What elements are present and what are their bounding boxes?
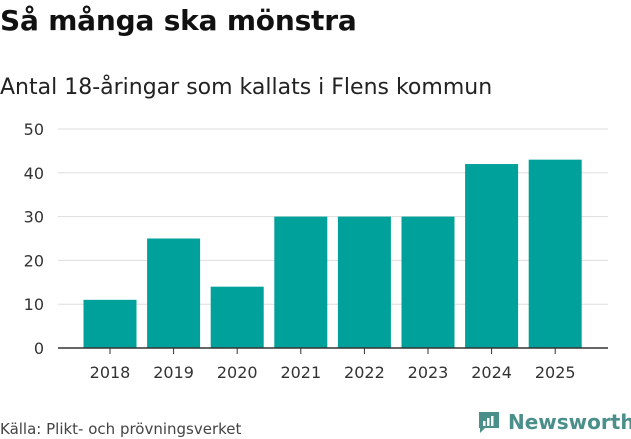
y-tick-label-50: 50 xyxy=(24,120,44,139)
newsworthy-logo: Newsworthy xyxy=(476,409,631,435)
bar-2021 xyxy=(274,216,328,348)
bar-2023 xyxy=(401,216,455,348)
bar-2018 xyxy=(83,299,137,348)
x-tick-label-2023: 2023 xyxy=(408,363,449,382)
newsworthy-chart-icon xyxy=(479,412,499,433)
bar-2020 xyxy=(210,286,264,348)
x-tick-label-2021: 2021 xyxy=(280,363,321,382)
x-tick-label-2022: 2022 xyxy=(344,363,385,382)
x-tick-label-2025: 2025 xyxy=(535,363,576,382)
x-tick-label-2020: 2020 xyxy=(217,363,258,382)
bar-2022 xyxy=(337,216,391,348)
bar-2024 xyxy=(465,164,519,348)
x-tick-label-2019: 2019 xyxy=(153,363,194,382)
bar-2019 xyxy=(147,238,201,348)
bar-chart: 0 10 20 30 40 50 2018 2019 2020 2021 2022 2023 2024 2… xyxy=(24,120,608,382)
brand-name: Newsworthy xyxy=(508,410,631,434)
y-tick-label-0: 0 xyxy=(34,339,44,358)
x-tick-label-2024: 2024 xyxy=(471,363,512,382)
bar-2025 xyxy=(528,159,582,348)
y-tick-label-20: 20 xyxy=(24,251,44,270)
y-tick-label-30: 30 xyxy=(24,208,44,227)
y-tick-label-40: 40 xyxy=(24,164,44,183)
y-tick-label-10: 10 xyxy=(24,295,44,314)
chart-subtitle: Antal 18-åringar som kallats i Flens kom… xyxy=(0,75,493,100)
chart-title: Så många ska mönstra xyxy=(0,4,357,37)
source-note: Källa: Plikt- och prövningsverket xyxy=(0,420,242,438)
x-tick-label-2018: 2018 xyxy=(90,363,131,382)
